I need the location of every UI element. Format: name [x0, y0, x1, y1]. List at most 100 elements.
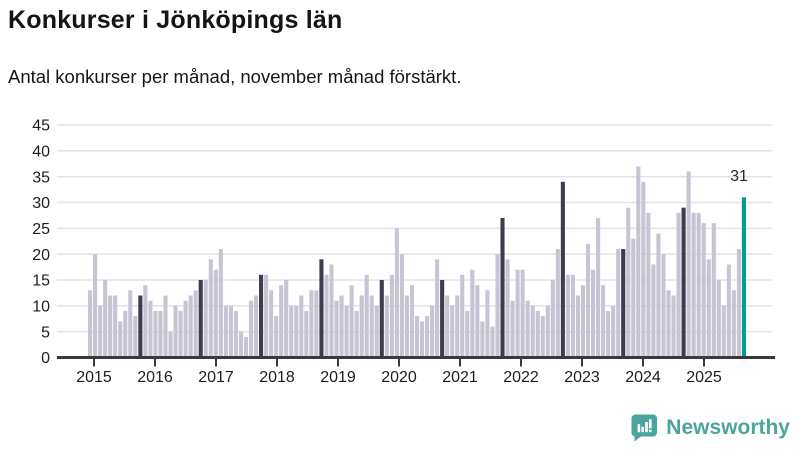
bar [123, 311, 128, 358]
bar [455, 295, 460, 358]
bar [118, 321, 123, 358]
bar [243, 336, 249, 358]
bar-november [259, 274, 264, 358]
bar [666, 290, 671, 358]
bar [128, 290, 133, 358]
bar [591, 269, 596, 358]
bar [495, 254, 500, 358]
bar [339, 295, 344, 358]
bar [203, 280, 208, 358]
bar [98, 305, 103, 358]
bar [460, 274, 465, 358]
bar [269, 290, 274, 358]
bar [726, 264, 731, 358]
bar-november [681, 207, 686, 358]
bar [570, 274, 575, 358]
bar [601, 285, 606, 358]
bar [238, 331, 243, 358]
bar [545, 305, 550, 358]
bar [616, 249, 621, 358]
bar [329, 264, 334, 358]
bar [661, 254, 666, 358]
brand-name: Newsworthy [666, 416, 790, 439]
bar [691, 212, 696, 358]
bar [450, 305, 455, 358]
bar [515, 269, 520, 358]
bar [183, 300, 188, 358]
bar [445, 295, 450, 358]
bar-november [379, 280, 384, 358]
bar [364, 274, 369, 358]
x-axis-label: 2020 [381, 369, 417, 386]
bar [274, 316, 279, 358]
bar [606, 311, 611, 358]
bar [304, 311, 309, 358]
bar [374, 305, 379, 358]
bar [233, 311, 238, 358]
bar [641, 181, 646, 358]
bar-november [198, 280, 203, 358]
bar [656, 233, 661, 358]
bar [148, 300, 153, 358]
bar [389, 274, 394, 358]
x-axis-label: 2018 [259, 369, 295, 386]
bar [731, 290, 736, 358]
bar [223, 305, 228, 358]
x-axis-label: 2024 [625, 369, 661, 386]
bar [585, 243, 591, 358]
bar [626, 207, 631, 358]
bar [248, 300, 254, 358]
y-axis-label: 25 [32, 221, 50, 238]
bar-november [440, 280, 445, 358]
y-axis-label: 30 [32, 195, 50, 212]
bar [163, 295, 168, 358]
bar [409, 285, 415, 358]
x-axis-label: 2022 [503, 369, 539, 386]
y-axis-label: 35 [32, 169, 50, 186]
bar [289, 305, 294, 358]
bar [676, 212, 681, 358]
bar [611, 305, 616, 358]
bar [93, 254, 98, 358]
bar [399, 254, 404, 358]
bar [113, 295, 118, 358]
bar [540, 316, 545, 358]
bar [646, 212, 651, 358]
bar [264, 274, 269, 358]
bar [193, 290, 198, 358]
bar [349, 285, 354, 358]
bar [354, 311, 359, 358]
bar [686, 171, 691, 358]
bar [153, 311, 158, 358]
bar [178, 311, 183, 358]
bar [485, 290, 490, 358]
bar [419, 321, 425, 358]
bar [706, 259, 711, 358]
y-axis-label: 5 [41, 324, 50, 341]
bar [530, 305, 535, 358]
bar [565, 274, 570, 358]
bar [218, 249, 223, 358]
y-axis-label: 15 [32, 273, 50, 290]
bar [404, 295, 409, 358]
bar [465, 311, 470, 358]
x-axis-label: 2021 [442, 369, 478, 386]
bar [168, 331, 173, 358]
bar [208, 259, 213, 358]
bar [671, 295, 676, 358]
x-axis-label: 2025 [686, 369, 722, 386]
bar [279, 285, 284, 358]
bar [490, 326, 495, 358]
bar [596, 218, 601, 358]
bar [299, 295, 304, 358]
bar [580, 285, 586, 358]
bar [284, 280, 289, 358]
y-axis-label: 10 [32, 298, 50, 315]
x-axis-label: 2023 [564, 369, 600, 386]
bar [520, 269, 525, 358]
x-axis-label: 2016 [137, 369, 173, 386]
bar-november [621, 249, 626, 358]
bar [480, 321, 485, 358]
bar [314, 290, 319, 358]
